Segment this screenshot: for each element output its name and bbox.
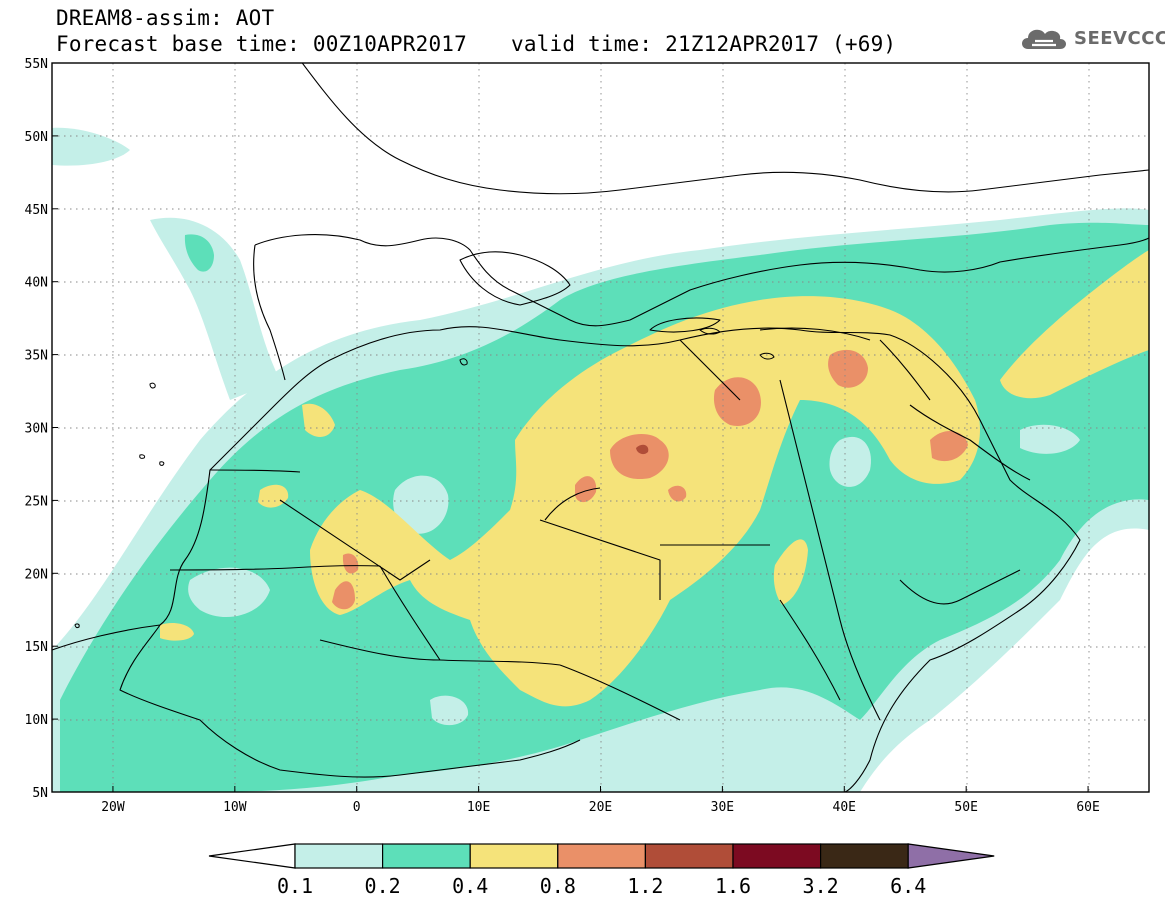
colorbar-label: 3.2 — [803, 874, 839, 898]
lon-tick-label: 10W — [223, 800, 247, 815]
aot-field-0.4 — [160, 250, 1149, 707]
lat-tick-label: 15N — [25, 640, 48, 655]
lat-tick-label: 40N — [25, 276, 48, 291]
lon-tick-label: 20E — [589, 800, 612, 815]
lon-tick-label: 0 — [353, 800, 361, 815]
colorbar-cell — [382, 843, 471, 869]
lon-tick-label: 50E — [954, 800, 977, 815]
chart-title: DREAM8-assim: AOT — [56, 6, 275, 30]
seevccc-logo: SEEVCCC — [1018, 22, 1165, 54]
colorbar-cell — [469, 843, 559, 869]
lon-tick-label: 40E — [833, 800, 856, 815]
lon-tick-label: 30E — [711, 800, 734, 815]
lat-tick-label: 45N — [25, 203, 48, 218]
colorbar-label: 1.6 — [715, 874, 751, 898]
colorbar-cell — [819, 843, 909, 869]
lat-tick-label: 20N — [25, 567, 48, 582]
aot-field-0.8 — [332, 349, 968, 610]
lon-tick-label: 10E — [467, 800, 490, 815]
aot-field-1.2 — [636, 444, 649, 455]
logo-text: SEEVCCC — [1074, 27, 1165, 49]
lat-tick-label: 35N — [25, 349, 48, 364]
lon-axis: 20W 10W 0 10E 20E 30E 40E 50E 60E — [101, 786, 1100, 815]
lat-tick-label: 25N — [25, 494, 48, 509]
colorbar-cell — [644, 843, 734, 869]
colorbar-label: 0.1 — [277, 874, 313, 898]
time-info: Forecast base time: 00Z10APR2017 valid ti… — [56, 33, 896, 55]
lat-tick-label: 55N — [25, 57, 48, 72]
colorbar-label: 1.2 — [627, 874, 663, 898]
lon-tick-label: 60E — [1076, 800, 1099, 815]
lat-tick-label: 5N — [32, 786, 48, 801]
colorbar-cell — [732, 843, 822, 869]
colorbar-label: 0.4 — [452, 874, 488, 898]
forecast-base-time: Forecast base time: 00Z10APR2017 — [56, 32, 467, 56]
colorbar-cell-above — [907, 843, 995, 869]
lon-tick-label: 20W — [101, 800, 125, 815]
lat-tick-label: 30N — [25, 422, 48, 437]
colorbar-label: 0.8 — [540, 874, 576, 898]
colorbar-cell — [557, 843, 646, 869]
colorbar-label: 0.2 — [365, 874, 401, 898]
lat-tick-label: 50N — [25, 130, 48, 145]
islands — [74, 327, 775, 629]
lat-tick-label: 10N — [25, 713, 48, 728]
cloud-icon — [1022, 29, 1066, 49]
colorbar-cell — [294, 843, 384, 869]
gridlines — [52, 63, 1149, 792]
valid-time: valid time: 21Z12APR2017 (+69) — [510, 32, 897, 56]
colorbar-cell-below — [208, 843, 296, 869]
colorbar-label: 6.4 — [890, 874, 926, 898]
lat-axis: 55N 50N 45N 40N 35N 30N 25N 20N 15N 10N 5N — [25, 57, 58, 801]
